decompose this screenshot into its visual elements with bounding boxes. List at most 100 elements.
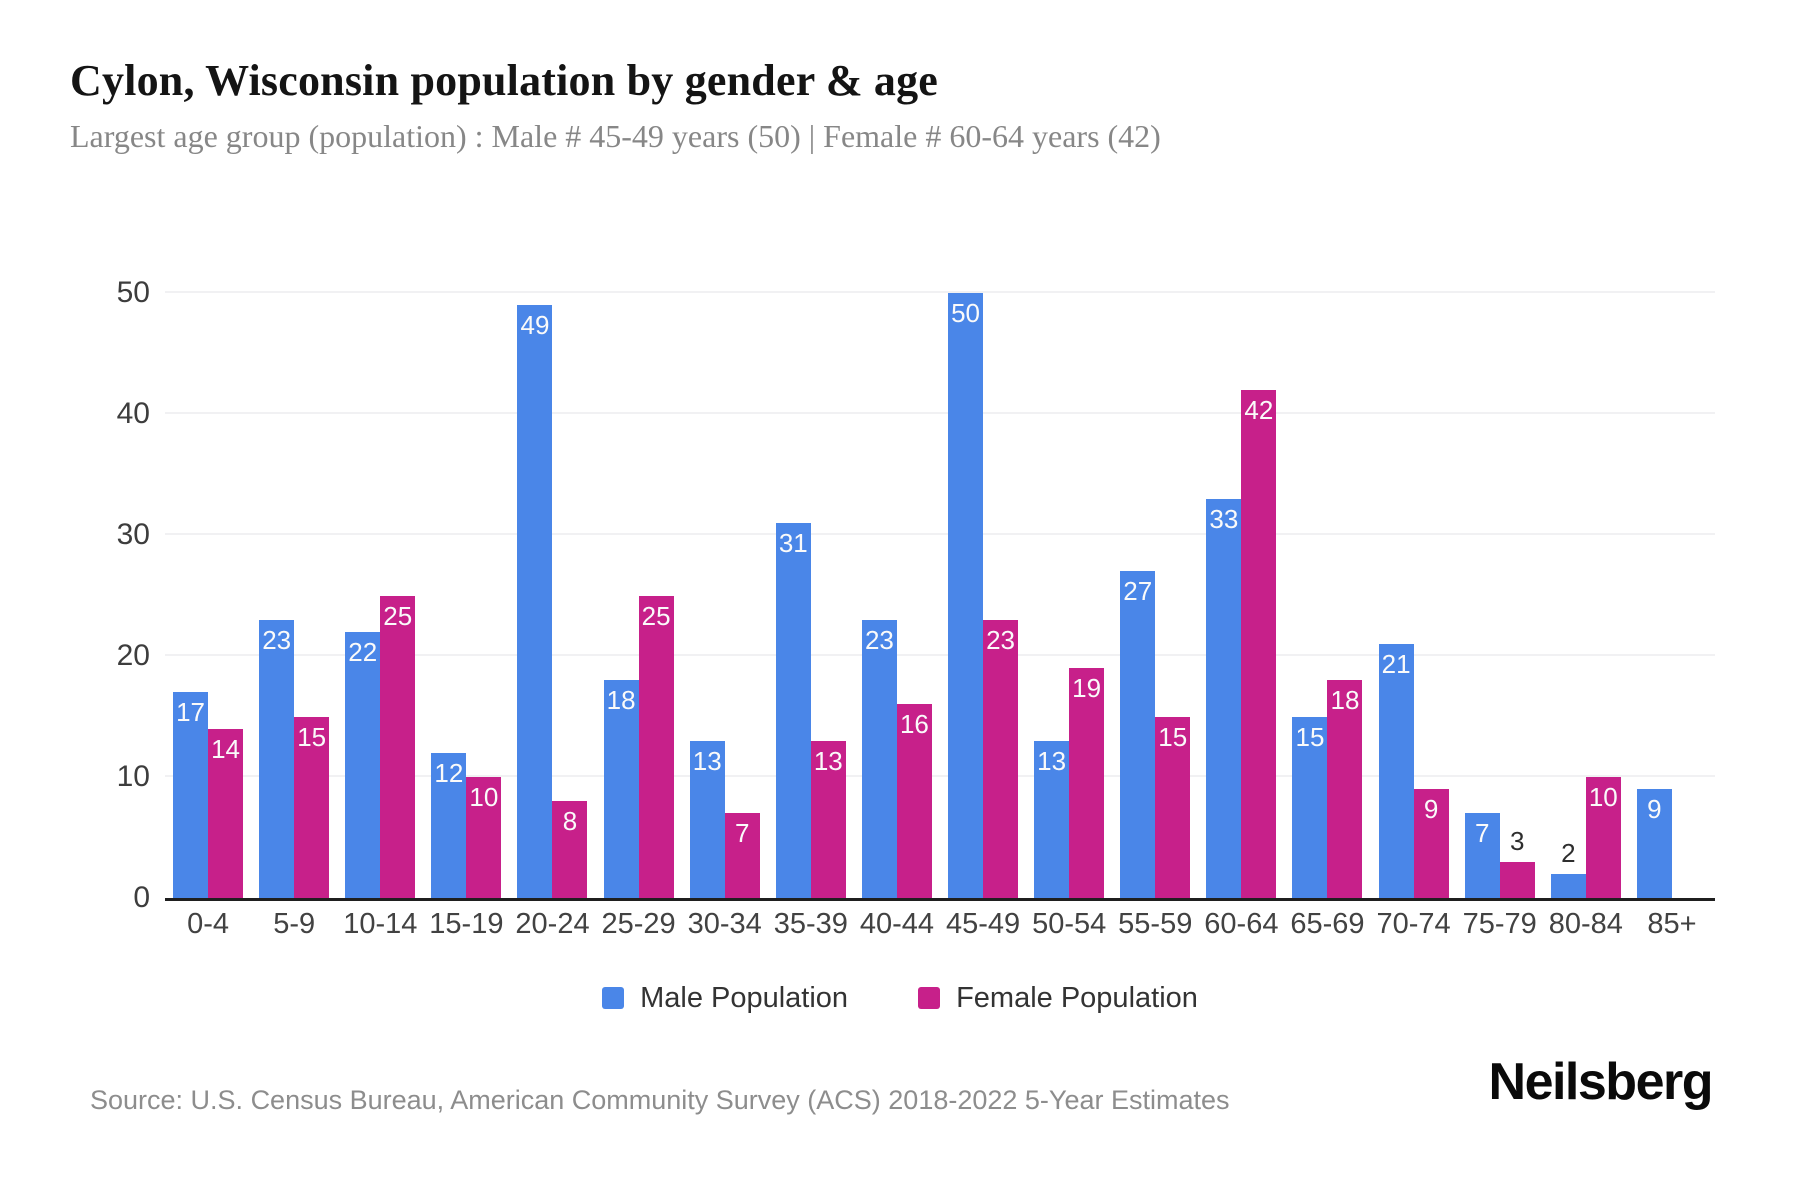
bar-female-55-59: 15 [1155,716,1191,898]
bar-slot: 17 [173,293,209,898]
bar-value-label: 18 [606,685,636,716]
bar-female-25-29: 25 [638,595,674,898]
x-axis-label-0-4: 0-4 [187,908,230,940]
bar-male-20-24: 49 [517,305,553,898]
y-tick-0: 0 [133,881,150,914]
y-tick-20: 20 [116,639,150,672]
bar-group-40-44: 23 16 [854,293,940,898]
bar-value-label: 15 [297,721,327,752]
bar-male-85+: 9 [1636,789,1672,898]
bar-slot: 42 [1241,293,1277,898]
bar-slot: 31 [775,293,811,898]
bar-male-50-54: 13 [1034,740,1070,898]
y-axis: 50 40 30 20 10 0 [60,278,150,913]
chart-subtitle: Largest age group (population) : Male # … [70,118,1161,154]
bar-female-10-14: 25 [380,595,416,898]
bar-female-70-74: 9 [1413,789,1449,898]
bar-group-15-19: 12 10 [423,293,509,898]
bar-female-45-49: 23 [983,619,1019,898]
x-axis-label-55-59: 55-59 [1118,908,1193,940]
bar-slot: 25 [638,293,674,898]
chart-title: Cylon, Wisconsin population by gender & … [70,56,939,105]
bar-value-label: 8 [562,806,578,837]
bar-value-label: 13 [1037,745,1067,776]
bar-female-35-39: 13 [810,740,846,898]
bar-value-label: 23 [986,624,1015,655]
gridline-50 [165,291,1715,293]
y-tick-10: 10 [116,760,150,793]
bar-value-label: 14 [211,733,240,764]
bar-slot: 9 [1413,293,1449,898]
brand-logo: Neilsberg [1488,1053,1714,1111]
bar-group-85+: 9 [1629,293,1715,898]
bar-value-label: 25 [383,600,413,631]
bar-value-label: 23 [864,624,894,655]
bar-male-5-9: 23 [259,619,295,898]
y-tick-50: 50 [116,276,150,309]
bar-group-45-49: 50 23 [940,293,1026,898]
bar-value-label: 10 [1588,782,1618,812]
bar-value-label: 16 [899,709,929,740]
bar-group-60-64: 33 42 [1198,293,1284,898]
x-axis-label-50-54: 50-54 [1032,908,1107,940]
bar-slot: 3 [1499,293,1535,898]
bar-value-label: 3 [1509,825,1525,856]
bar-group-25-29: 18 25 [596,293,682,898]
bar-group-10-14: 22 25 [337,293,423,898]
bar-slot: 23 [259,293,295,898]
x-axis-label-75-79: 75-79 [1462,908,1537,940]
bar-value-label: 12 [434,757,464,788]
x-axis-label-30-34: 30-34 [687,908,762,940]
bar-group-20-24: 49 8 [509,293,595,898]
bar-slot: 2 [1550,293,1586,898]
bar-group-35-39: 31 13 [768,293,854,898]
bar-female-0-4: 14 [208,728,244,898]
bar-slot: 23 [861,293,897,898]
bar-female-60-64: 42 [1241,389,1277,898]
bar-value-label: 23 [262,624,292,655]
gridline-30 [165,533,1715,535]
legend-label-female: Female Population [956,981,1198,1014]
bar-value-label: 22 [348,636,378,667]
bar-male-65-69: 15 [1292,716,1328,898]
bar-slot: 18 [603,293,639,898]
bar-male-70-74: 21 [1378,643,1414,898]
bar-slot: 12 [431,293,467,898]
bar-value-label: 18 [1330,685,1360,716]
legend: Male Population Female Population [0,978,1800,1018]
bar-male-15-19: 12 [431,752,467,898]
bar-value-label: 13 [813,745,843,776]
gridline-10 [165,775,1715,777]
bar-group-50-54: 13 19 [1026,293,1112,898]
bar-male-75-79: 7 [1464,813,1500,898]
x-axis-label-15-19: 15-19 [429,908,504,940]
bar-slot: 27 [1120,293,1156,898]
bar-slot: 19 [1069,293,1105,898]
legend-label-male: Male Population [640,981,849,1014]
x-axis-label-65-69: 65-69 [1290,908,1365,940]
bar-group-5-9: 23 15 [251,293,337,898]
bar-slot: 13 [689,293,725,898]
y-tick-40: 40 [116,397,150,430]
bar-slot [1672,293,1707,898]
bar-group-70-74: 21 9 [1371,293,1457,898]
bar-value-label: 50 [951,298,980,328]
bar-slot: 18 [1327,293,1363,898]
bar-slot: 49 [517,293,553,898]
bar-value-label: 2 [1561,837,1576,868]
bar-value-label: 9 [1423,794,1439,825]
x-axis-label-40-44: 40-44 [859,908,935,940]
bar-group-55-59: 27 15 [1112,293,1198,898]
bar-slot: 15 [1292,293,1328,898]
bar-female-40-44: 16 [896,704,932,898]
bar-female-30-34: 7 [724,813,760,898]
bar-value-label: 7 [1474,818,1490,849]
bar-male-45-49: 50 [948,293,984,898]
bar-male-60-64: 33 [1206,498,1242,898]
bar-slot: 23 [983,293,1019,898]
bar-group-65-69: 15 18 [1284,293,1370,898]
bar-female-20-24: 8 [552,801,588,898]
plot-area: 17 14 23 15 22 25 12 10 49 8 18 25 13 7 31 13 23 16 50 23 13… [165,291,1715,901]
bar-slot: 33 [1206,293,1242,898]
